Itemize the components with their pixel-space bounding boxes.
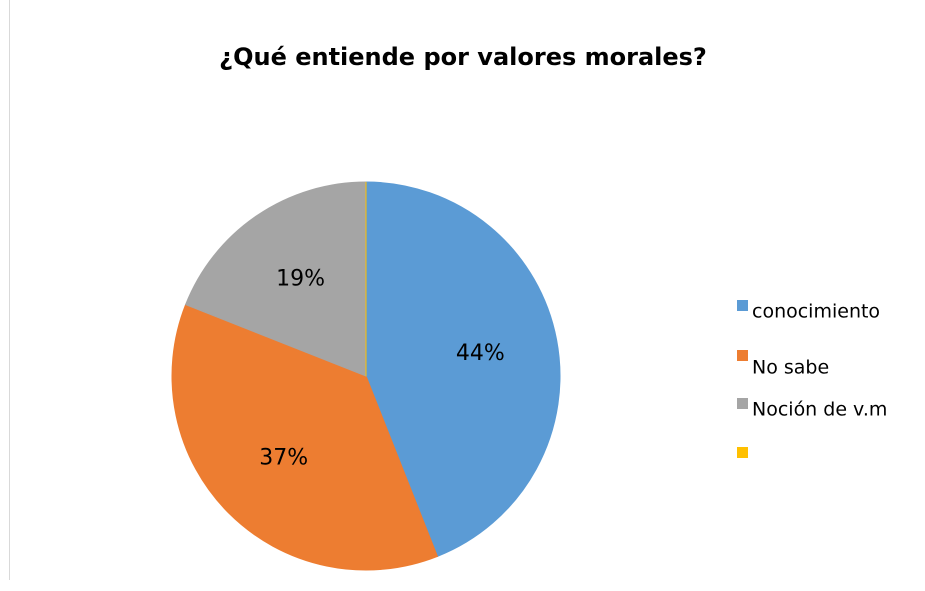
legend-label: Noción de v.m: [752, 399, 887, 421]
data-label: 37%: [259, 445, 308, 470]
pie-slice: [184, 181, 367, 377]
pie-slice: [171, 303, 439, 571]
legend-swatch: [737, 300, 748, 311]
data-label: 19%: [276, 267, 325, 292]
legend-swatch: [737, 398, 748, 409]
legend-swatch: [737, 350, 748, 361]
chart-title: ¿Qué entiende por valores morales?: [219, 43, 707, 71]
legend-swatch: [737, 447, 748, 458]
pie-slice: [365, 181, 561, 558]
data-label: 44%: [456, 341, 505, 366]
legend-label: conocimiento: [752, 301, 880, 323]
legend-label: No sabe: [752, 357, 829, 379]
